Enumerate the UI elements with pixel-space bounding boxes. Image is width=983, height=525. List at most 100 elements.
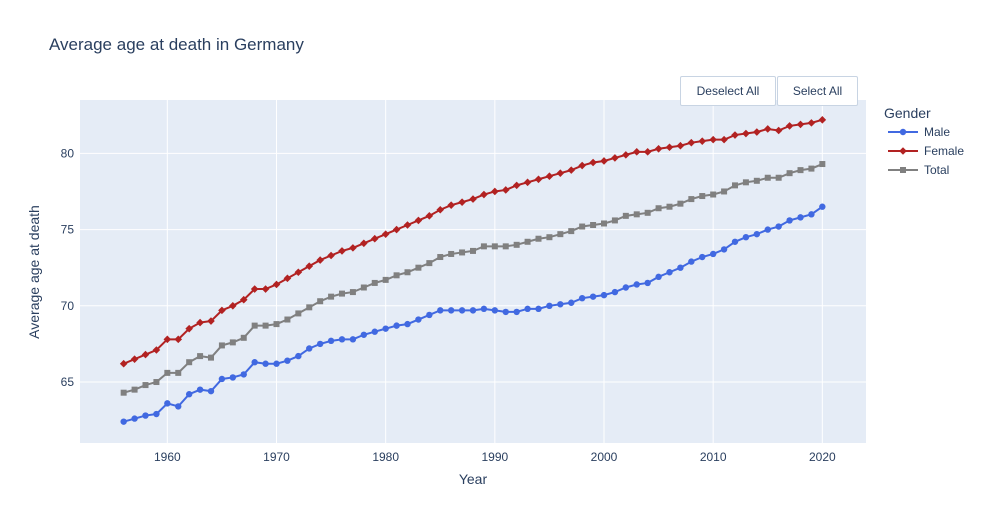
data-point (753, 230, 761, 238)
data-point (229, 339, 236, 346)
data-point (524, 238, 531, 245)
data-point (186, 359, 193, 366)
data-point (523, 178, 532, 187)
data-point (360, 331, 368, 338)
data-point (469, 307, 477, 314)
data-point (502, 243, 509, 250)
x-tick-label: 2000 (591, 450, 618, 464)
data-point (404, 320, 411, 328)
data-point (535, 305, 542, 313)
y-axis-title: Average age at death (26, 205, 42, 339)
data-point (185, 324, 193, 333)
data-point (742, 179, 749, 186)
legend-item-male[interactable]: Male (888, 125, 950, 139)
data-point (710, 191, 717, 198)
data-point (316, 340, 324, 348)
data-point (360, 284, 367, 291)
data-point (742, 129, 750, 138)
data-point (284, 357, 291, 364)
data-point (371, 279, 378, 286)
data-point (567, 166, 576, 174)
data-point (731, 238, 739, 245)
deselect-all-button[interactable]: Deselect All (680, 76, 776, 106)
data-point (611, 288, 619, 296)
data-point (240, 371, 247, 378)
data-point (633, 211, 640, 218)
data-point (458, 307, 466, 314)
data-point (480, 305, 488, 313)
data-point (197, 353, 204, 360)
data-point (557, 301, 564, 308)
x-tick-label: 2020 (809, 450, 836, 464)
select-all-button[interactable]: Select All (777, 76, 858, 106)
data-point (666, 269, 673, 276)
data-point (229, 374, 237, 381)
data-point (720, 246, 728, 253)
data-point (327, 251, 335, 260)
data-point (370, 234, 379, 243)
data-point (622, 151, 630, 159)
data-point (120, 418, 127, 425)
data-point (437, 254, 444, 261)
y-axis-ticks: 65 70 75 80 (61, 146, 75, 389)
data-point (207, 317, 215, 325)
series-total[interactable] (120, 161, 826, 396)
data-point (797, 214, 804, 221)
data-point (622, 284, 630, 291)
data-point (709, 135, 717, 144)
grid (80, 100, 866, 443)
data-point (688, 258, 695, 265)
series-female[interactable] (119, 116, 827, 368)
data-point (306, 304, 313, 311)
data-point (589, 293, 597, 300)
data-point (261, 285, 270, 293)
data-point (557, 231, 564, 238)
series-male[interactable] (120, 203, 826, 425)
data-point (786, 170, 793, 177)
data-point (502, 308, 509, 316)
data-point (251, 359, 258, 366)
data-point (654, 144, 663, 153)
data-point (393, 322, 400, 329)
data-point (295, 310, 302, 317)
data-point (480, 243, 487, 250)
data-point (666, 203, 673, 210)
data-point (600, 291, 608, 299)
data-point (262, 322, 269, 329)
data-point (698, 137, 707, 145)
x-tick-label: 1960 (154, 450, 181, 464)
data-point (131, 415, 138, 422)
data-point (196, 386, 204, 393)
y-tick-label: 65 (61, 375, 75, 389)
data-point (152, 346, 161, 354)
data-point (578, 161, 586, 170)
y-tick-label: 75 (61, 223, 75, 237)
data-point (459, 249, 466, 256)
data-point (699, 253, 706, 261)
x-axis-title: Year (459, 471, 488, 487)
data-point (153, 379, 160, 386)
legend-item-total[interactable]: Total (888, 163, 949, 177)
data-point (305, 262, 314, 270)
data-point (721, 188, 728, 195)
data-point (295, 352, 302, 360)
data-point (458, 198, 466, 206)
data-point (633, 281, 640, 288)
data-point (426, 260, 433, 267)
data-point (819, 203, 826, 210)
data-point (589, 158, 597, 167)
x-tick-label: 2010 (700, 450, 727, 464)
data-point (120, 389, 127, 396)
data-point (677, 264, 684, 271)
data-point (546, 302, 553, 309)
data-point (763, 125, 772, 133)
x-tick-label: 1980 (372, 450, 399, 464)
data-point (142, 382, 149, 389)
legend-item-female[interactable]: Female (888, 144, 964, 158)
x-axis-ticks: 1960 1970 1980 1990 2000 2010 2020 (154, 450, 836, 464)
data-point (272, 280, 281, 289)
y-tick-label: 70 (61, 299, 75, 313)
data-point (764, 226, 771, 233)
data-point (339, 290, 345, 297)
data-point (317, 298, 324, 305)
